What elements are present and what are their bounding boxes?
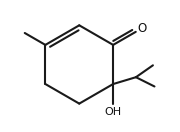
Text: OH: OH <box>105 107 122 117</box>
Text: O: O <box>137 22 146 35</box>
